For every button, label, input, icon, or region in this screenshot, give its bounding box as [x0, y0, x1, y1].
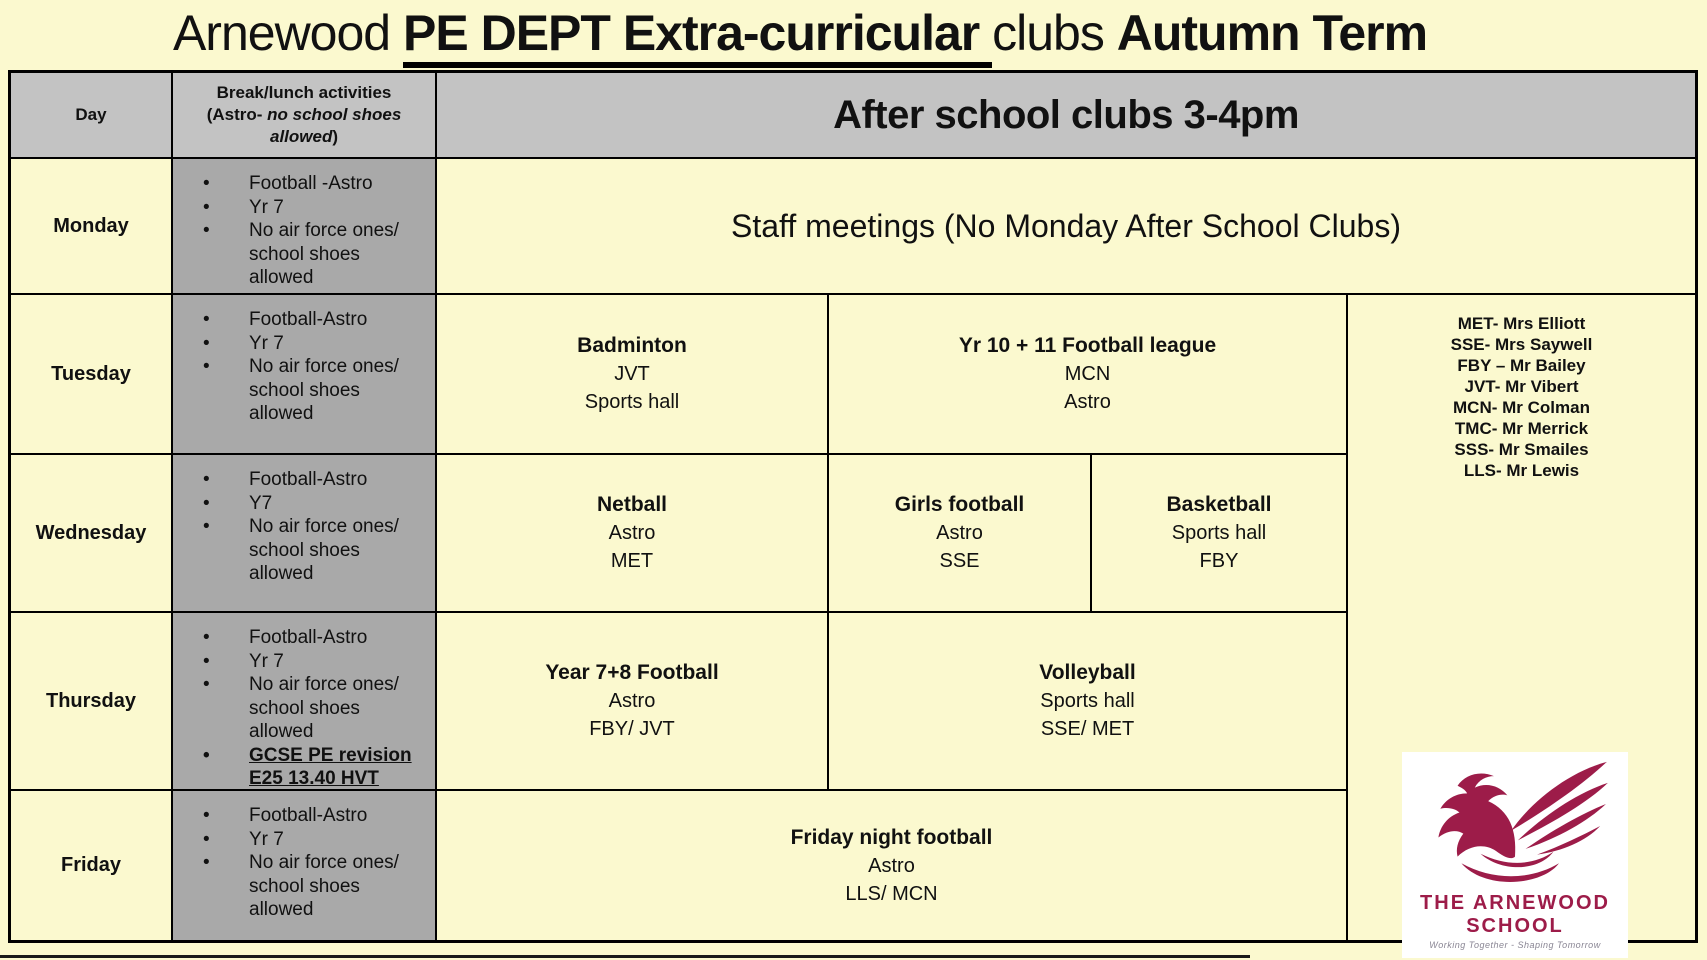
title-part-pe-dept: PE DEPT Extra-curricular	[403, 5, 993, 68]
club-name: Girls football	[894, 493, 1025, 516]
club-line: Astro	[608, 690, 656, 712]
title-part-clubs: clubs	[992, 5, 1117, 61]
school-logo: THE ARNEWOOD SCHOOL Working Together - S…	[1402, 752, 1628, 958]
club-cell-y78-football: Year 7+8 Football Astro FBY/ JVT	[437, 613, 829, 791]
day-cell-friday: Friday	[11, 791, 173, 940]
break-header-text: Break/lunch activities	[216, 83, 392, 102]
break-header-italic: no school shoes allowed	[267, 105, 402, 146]
club-cell-badminton: Badminton JVT Sports hall	[437, 295, 829, 455]
break-item: No air force ones/ school shoes allowed	[173, 355, 429, 426]
break-item: Y7	[173, 492, 429, 516]
break-item-gcse-note: GCSE PE revision E25 13.40 HVT	[173, 744, 429, 790]
club-line: FBY	[1199, 550, 1239, 572]
break-item: Yr 7	[173, 196, 429, 220]
club-line: FBY/ JVT	[589, 718, 675, 740]
club-name: Friday night football	[790, 825, 993, 849]
slide-bottom-edge-line	[0, 955, 1250, 958]
club-line: Sports hall	[584, 391, 680, 413]
page-title: Arnewood PE DEPT Extra-curricular clubs …	[0, 4, 1600, 68]
logo-school-name-line1: THE ARNEWOOD	[1420, 892, 1610, 914]
school-crest-icon	[1438, 761, 1608, 882]
club-line: Astro	[608, 522, 656, 544]
day-column-header: Day	[11, 73, 173, 159]
staff-key-item: SSE- Mrs Saywell	[1450, 335, 1593, 354]
break-cell-thursday: Football-Astro Yr 7 No air force ones/ s…	[173, 613, 437, 791]
break-cell-wednesday: Football-Astro Y7 No air force ones/ sch…	[173, 455, 437, 613]
break-item: Yr 7	[173, 332, 429, 356]
club-line: SSE/ MET	[1040, 718, 1135, 740]
title-part-arnewood: Arnewood	[172, 5, 403, 61]
after-school-header: After school clubs 3-4pm	[437, 73, 1695, 159]
break-item: Yr 7	[173, 828, 429, 852]
club-name: Basketball	[1166, 493, 1272, 516]
break-item: No air force ones/ school shoes allowed	[173, 219, 429, 290]
staff-key-item: MET- Mrs Elliott	[1457, 314, 1586, 333]
club-cell-basketball: Basketball Sports hall FBY	[1092, 455, 1348, 613]
break-item: No air force ones/ school shoes allowed	[173, 515, 429, 586]
club-name: Badminton	[577, 334, 687, 357]
logo-school-name-line2: SCHOOL	[1466, 915, 1564, 937]
break-cell-friday: Football-Astro Yr 7 No air force ones/ s…	[173, 791, 437, 940]
break-item: Football-Astro	[173, 626, 429, 650]
break-item: Football -Astro	[173, 172, 429, 196]
break-item: No air force ones/ school shoes allowed	[173, 673, 429, 744]
break-list-wednesday: Football-Astro Y7 No air force ones/ sch…	[173, 468, 429, 586]
break-item: Football-Astro	[173, 468, 429, 492]
break-item: Football-Astro	[173, 804, 429, 828]
club-line: MET	[610, 550, 654, 572]
club-line: JVT	[614, 363, 650, 385]
staff-key-item: LLS- Mr Lewis	[1463, 461, 1580, 480]
day-cell-tuesday: Tuesday	[11, 295, 173, 455]
club-name: Year 7+8 Football	[545, 661, 719, 684]
day-cell-thursday: Thursday	[11, 613, 173, 791]
club-cell-football-league: Yr 10 + 11 Football league MCN Astro	[829, 295, 1348, 455]
staff-key-item: JVT- Mr Vibert	[1464, 377, 1579, 396]
staff-key-item: MCN- Mr Colman	[1453, 398, 1590, 417]
break-header-open: (Astro-	[206, 105, 268, 124]
club-line: Astro	[1064, 391, 1111, 413]
club-line: SSE	[939, 550, 980, 572]
club-line: Astro	[936, 522, 983, 544]
staff-key-item: FBY – Mr Bailey	[1457, 356, 1586, 375]
club-name: Volleyball	[1039, 661, 1136, 684]
staff-key-item: SSS- Mr Smailes	[1454, 440, 1589, 459]
club-line: Astro	[868, 854, 915, 877]
club-line: Sports hall	[1040, 690, 1135, 712]
club-name: Yr 10 + 11 Football league	[958, 334, 1217, 357]
break-list-friday: Football-Astro Yr 7 No air force ones/ s…	[173, 804, 429, 922]
break-item: Football-Astro	[173, 308, 429, 332]
day-cell-monday: Monday	[11, 159, 173, 295]
club-line: Sports hall	[1171, 522, 1267, 544]
club-line: LLS/ MCN	[845, 882, 938, 905]
break-header-close: )	[332, 127, 339, 146]
title-part-term: Autumn Term	[1116, 5, 1428, 61]
club-line: MCN	[1064, 363, 1111, 385]
break-cell-tuesday: Football-Astro Yr 7 No air force ones/ s…	[173, 295, 437, 455]
club-name: Netball	[596, 493, 667, 516]
club-cell-volleyball: Volleyball Sports hall SSE/ MET	[829, 613, 1348, 791]
logo-tagline: Working Together - Shaping Tomorrow	[1429, 940, 1601, 950]
break-list-tuesday: Football-Astro Yr 7 No air force ones/ s…	[173, 308, 429, 426]
break-item: No air force ones/ school shoes allowed	[173, 851, 429, 922]
club-cell-netball: Netball Astro MET	[437, 455, 829, 613]
club-cell-friday-night-football: Friday night football Astro LLS/ MCN	[437, 791, 1348, 940]
timetable: Day Break/lunch activities (Astro- no sc…	[8, 70, 1698, 943]
break-column-header: Break/lunch activities (Astro- no school…	[173, 73, 437, 159]
break-item: Yr 7	[173, 650, 429, 674]
break-list-monday: Football -Astro Yr 7 No air force ones/ …	[173, 172, 429, 290]
staff-key-item: TMC- Mr Merrick	[1454, 419, 1589, 438]
monday-after-school-note: Staff meetings (No Monday After School C…	[437, 159, 1695, 295]
day-cell-wednesday: Wednesday	[11, 455, 173, 613]
break-list-thursday: Football-Astro Yr 7 No air force ones/ s…	[173, 626, 429, 790]
club-cell-girls-football: Girls football Astro SSE	[829, 455, 1092, 613]
break-cell-monday: Football -Astro Yr 7 No air force ones/ …	[173, 159, 437, 295]
